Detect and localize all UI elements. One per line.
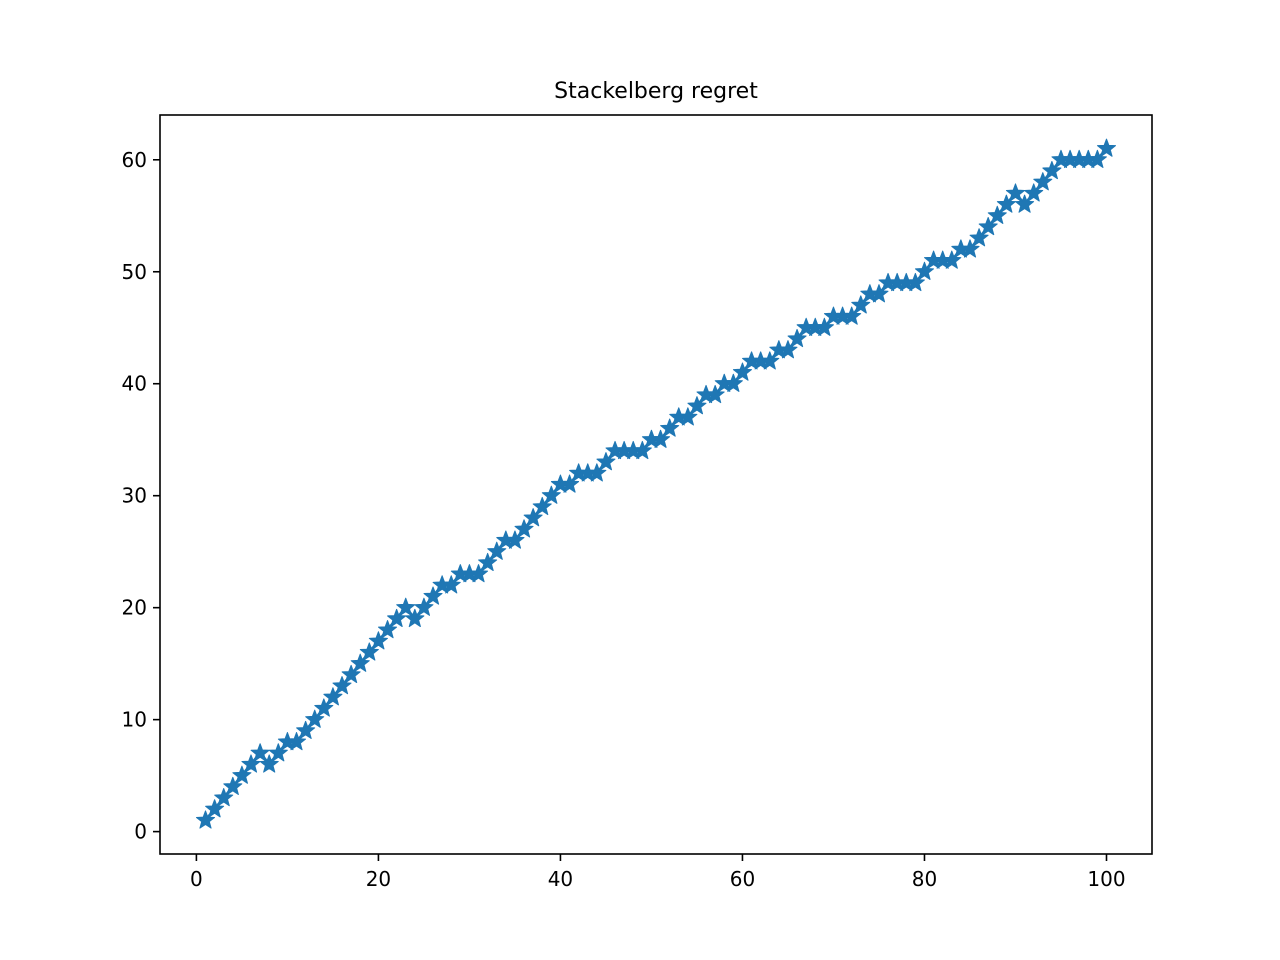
y-tick-label: 10 — [122, 708, 147, 732]
plot-area-frame — [159, 114, 1153, 855]
data-point-marker — [532, 496, 552, 516]
data-point-marker — [268, 743, 288, 762]
data-point-marker — [914, 261, 935, 280]
data-point-marker — [942, 250, 962, 269]
data-point-marker — [250, 743, 270, 762]
data-point-marker — [241, 754, 261, 773]
data-point-marker — [687, 396, 707, 415]
data-point-marker — [377, 620, 398, 639]
data-point-marker — [405, 608, 425, 628]
x-tick-label: 60 — [730, 867, 755, 891]
data-point-marker — [1015, 194, 1035, 213]
x-tick-label: 100 — [1087, 867, 1125, 891]
data-point-marker — [705, 384, 725, 404]
data-point-marker — [387, 608, 407, 628]
data-point-marker — [587, 463, 607, 482]
axis-ticks: 0 20 40 60 80 100 0 10 20 30 40 50 60 — [122, 148, 1126, 891]
x-tick-label: 80 — [912, 867, 937, 891]
y-tick-label: 50 — [122, 260, 147, 284]
data-point-marker — [787, 328, 807, 348]
data-point-marker — [960, 239, 980, 258]
data-point-marker — [541, 485, 561, 504]
data-point-marker — [1042, 160, 1062, 180]
data-point-marker — [359, 642, 379, 661]
data-point-marker — [523, 508, 543, 527]
data-point-marker — [1033, 172, 1053, 191]
data-point-marker — [1096, 138, 1117, 157]
series-layer — [195, 138, 1117, 829]
data-point-marker — [1024, 183, 1044, 202]
data-point-marker — [996, 194, 1016, 213]
data-point-marker — [905, 272, 925, 292]
data-point-marker — [214, 788, 234, 807]
data-point-marker — [441, 575, 461, 594]
data-point-marker — [232, 765, 252, 784]
x-tick-label: 0 — [190, 867, 203, 891]
data-point-marker — [678, 407, 698, 426]
data-point-marker — [323, 687, 343, 706]
y-tick-label: 60 — [122, 148, 147, 172]
data-point-marker — [660, 418, 680, 437]
x-tick-label: 20 — [366, 867, 391, 891]
data-point-marker — [987, 205, 1007, 224]
y-tick-label: 0 — [134, 820, 147, 844]
data-point-marker — [414, 597, 434, 616]
data-point-marker — [223, 776, 243, 795]
data-point-marker — [286, 732, 307, 751]
data-point-marker — [1087, 149, 1107, 168]
data-point-marker — [814, 317, 834, 336]
chart-title: Stackelberg regret — [554, 79, 758, 104]
data-point-marker — [368, 631, 388, 650]
data-point-marker — [505, 530, 525, 549]
data-point-marker — [259, 754, 279, 773]
data-point-marker — [1005, 183, 1026, 202]
data-point-marker — [969, 228, 989, 247]
data-point-marker — [869, 284, 889, 303]
data-point-marker — [341, 664, 361, 684]
data-point-marker — [205, 799, 225, 818]
data-point-marker — [305, 709, 325, 728]
data-point-marker — [478, 552, 498, 572]
data-point-marker — [314, 698, 334, 717]
data-point-marker — [423, 586, 443, 605]
data-point-marker — [195, 810, 216, 829]
data-point-marker — [560, 474, 580, 493]
data-point-marker — [778, 340, 798, 359]
y-tick-label: 30 — [122, 484, 147, 508]
data-point-marker — [296, 720, 316, 740]
data-point-marker — [332, 676, 352, 695]
data-point-marker — [732, 362, 752, 381]
x-tick-label: 40 — [548, 867, 573, 891]
data-point-marker — [487, 541, 507, 560]
data-point-marker — [651, 429, 671, 448]
y-tick-label: 20 — [122, 596, 147, 620]
data-point-marker — [596, 452, 616, 471]
data-point-marker — [842, 306, 862, 325]
y-tick-label: 40 — [122, 372, 147, 396]
data-point-marker — [851, 295, 871, 314]
data-point-marker — [396, 597, 416, 616]
data-point-marker — [514, 519, 534, 538]
data-point-marker — [632, 440, 652, 460]
data-point-marker — [469, 564, 489, 583]
data-point-marker — [350, 653, 370, 672]
data-point-marker — [760, 351, 780, 370]
data-point-marker — [723, 373, 743, 392]
data-point-marker — [978, 216, 998, 236]
